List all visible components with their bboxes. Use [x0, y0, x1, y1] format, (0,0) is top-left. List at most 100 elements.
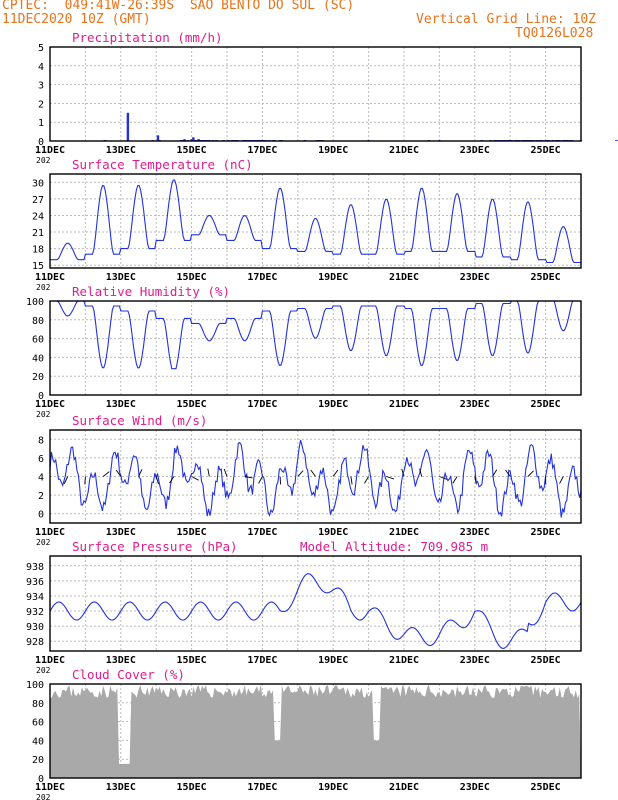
wind-arrow: [492, 469, 498, 477]
wind-arrow: [350, 476, 353, 485]
wind-arrow: [207, 468, 210, 477]
x-tick-label: 19DEC: [318, 145, 348, 156]
wind-arrow: [386, 476, 395, 480]
precip-bar: [197, 139, 200, 141]
x-tick-label: 13DEC: [106, 527, 136, 538]
x-tick-label: 21DEC: [389, 527, 419, 538]
y-tick-label: 930: [26, 622, 44, 633]
x-tick-label: 21DEC: [389, 782, 419, 793]
y-tick-label: 40: [32, 353, 44, 364]
x-tick-label: 21DEC: [389, 399, 419, 410]
x-tick-label: 25DEC: [531, 527, 561, 538]
x-tick-label: 19DEC: [318, 527, 348, 538]
wind-arrow: [169, 476, 175, 484]
temp-series-line: [50, 179, 581, 264]
wind-arrow: [138, 469, 143, 477]
cloud-cover-area: [50, 684, 581, 778]
x-year-label: 202: [36, 666, 51, 675]
y-tick-label: 20: [32, 372, 44, 383]
y-tick-label: 2: [38, 99, 44, 110]
x-tick-label: 25DEC: [531, 655, 561, 666]
wind-arrow: [63, 476, 69, 484]
x-tick-label: 17DEC: [247, 782, 277, 793]
y-tick-label: 0: [38, 774, 44, 785]
x-tick-label: 21DEC: [389, 272, 419, 283]
wind-arrow: [244, 476, 253, 479]
y-tick-label: 100: [26, 680, 44, 691]
pres-series-line: [49, 573, 582, 649]
x-tick-label: 15DEC: [177, 782, 207, 793]
cloud-panel-title: Cloud Cover (%): [72, 667, 185, 682]
model-altitude-annotation: Model Altitude: 709.985 m: [300, 539, 488, 554]
x-tick-label: 15DEC: [177, 655, 207, 666]
rh-panel-title: Relative Humidity (%): [72, 284, 230, 299]
x-tick-label: 11DEC: [35, 399, 65, 410]
x-tick-label: 13DEC: [106, 655, 136, 666]
y-tick-label: 936: [26, 577, 44, 588]
panel-frame: [49, 46, 582, 142]
y-tick-label: 0: [38, 510, 44, 521]
wind-arrow: [474, 476, 477, 485]
panel-frame: [49, 300, 582, 396]
x-tick-label: 17DEC: [247, 272, 277, 283]
wind-arrow: [223, 468, 228, 477]
y-tick-label: 0: [38, 391, 44, 402]
x-tick-label: 15DEC: [177, 272, 207, 283]
precip-bar: [156, 135, 160, 141]
wind-arrow: [527, 470, 534, 477]
wind-arrow: [258, 476, 263, 484]
y-tick-label: 24: [32, 211, 44, 222]
wind-arrow: [155, 476, 159, 485]
x-tick-label: 25DEC: [531, 782, 561, 793]
x-tick-label: 23DEC: [460, 782, 490, 793]
x-tick-label: 23DEC: [460, 145, 490, 156]
x-tick-label: 25DEC: [531, 145, 561, 156]
wind-arrow: [364, 476, 369, 484]
x-tick-label: 19DEC: [318, 272, 348, 283]
y-tick-label: 100: [26, 297, 44, 308]
y-tick-label: 2: [38, 491, 44, 502]
y-tick-label: 934: [26, 592, 44, 603]
wind-series-line: [49, 439, 582, 518]
wind-arrow: [297, 470, 304, 477]
wind-arrow: [505, 469, 511, 477]
y-tick-label: 1: [38, 118, 44, 129]
y-tick-label: 932: [26, 607, 44, 618]
x-tick-label: 11DEC: [35, 272, 65, 283]
header-station: CPTEC: 049:41W-26:39S SAO BENTO DO SUL (…: [2, 0, 355, 13]
x-tick-label: 13DEC: [106, 145, 136, 156]
y-tick-label: 0: [38, 137, 44, 148]
y-tick-label: 938: [26, 562, 44, 573]
temp-panel-title: Surface Temperature (nC): [72, 157, 253, 172]
y-tick-label: 6: [38, 454, 44, 465]
wind-arrow: [115, 469, 122, 477]
x-tick-label: 23DEC: [460, 527, 490, 538]
y-tick-label: 21: [32, 228, 44, 239]
panel-frame: [49, 173, 582, 269]
x-tick-label: 23DEC: [460, 272, 490, 283]
y-tick-label: 15: [32, 261, 44, 272]
y-tick-label: 30: [32, 178, 44, 189]
wind-arrow: [102, 471, 110, 477]
x-year-label: 202: [36, 538, 51, 547]
x-tick-label: 23DEC: [460, 655, 490, 666]
panel-frame: [49, 555, 582, 652]
x-tick-label: 15DEC: [177, 527, 207, 538]
x-tick-label: 25DEC: [531, 272, 561, 283]
precip-bar: [183, 139, 186, 141]
x-tick-label: 19DEC: [318, 655, 348, 666]
y-tick-label: 40: [32, 736, 44, 747]
wind-arrow: [559, 476, 564, 484]
x-tick-label: 13DEC: [106, 272, 136, 283]
y-tick-label: 27: [32, 195, 44, 206]
x-year-label: 202: [36, 793, 51, 800]
x-tick-label: 17DEC: [247, 145, 277, 156]
panel-frame: [49, 429, 582, 524]
y-tick-label: 18: [32, 245, 44, 256]
y-tick-label: 80: [32, 699, 44, 710]
x-tick-label: 13DEC: [106, 782, 136, 793]
y-tick-label: 4: [38, 473, 44, 484]
wind-arrow: [191, 476, 199, 481]
x-tick-label: 19DEC: [318, 399, 348, 410]
